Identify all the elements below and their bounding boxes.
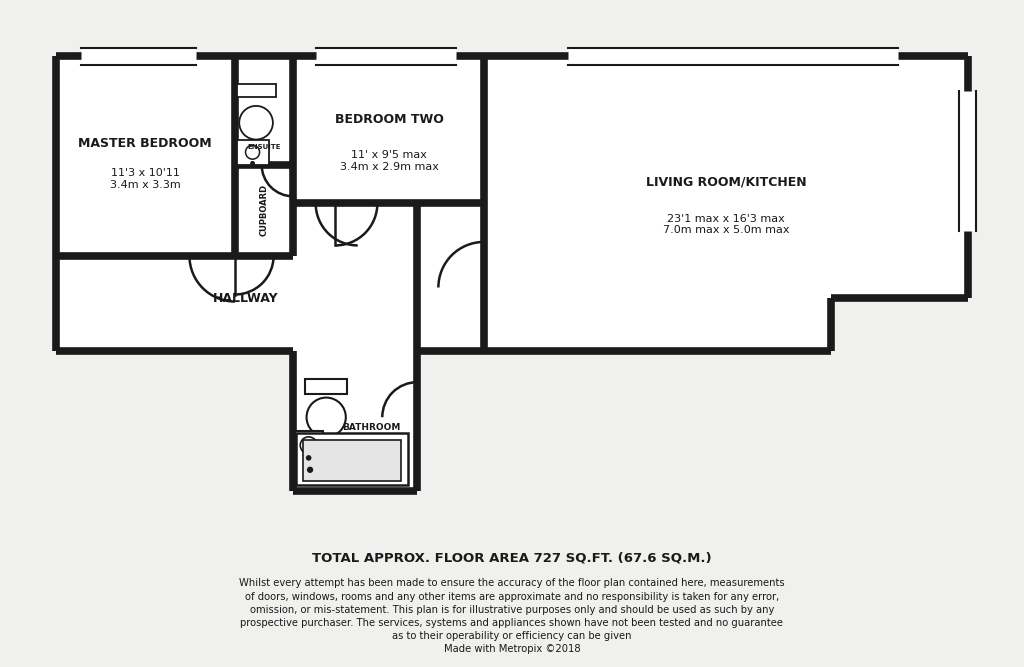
Text: TOTAL APPROX. FLOOR AREA 727 SQ.FT. (67.6 SQ.M.): TOTAL APPROX. FLOOR AREA 727 SQ.FT. (67.… bbox=[312, 551, 712, 564]
Circle shape bbox=[246, 145, 259, 159]
Text: 11' x 9'5 max
3.4m x 2.9m max: 11' x 9'5 max 3.4m x 2.9m max bbox=[340, 151, 438, 172]
Bar bbox=[293, 56, 484, 203]
Text: CUPBOARD: CUPBOARD bbox=[260, 184, 268, 236]
Bar bbox=[293, 351, 418, 491]
Bar bbox=[236, 165, 293, 256]
Bar bbox=[296, 433, 409, 485]
Text: BEDROOM TWO: BEDROOM TWO bbox=[335, 113, 443, 125]
Text: ENSUITE: ENSUITE bbox=[248, 144, 281, 150]
Text: 11'3 x 10'11
3.4m x 3.3m: 11'3 x 10'11 3.4m x 3.3m bbox=[110, 168, 180, 189]
Text: LIVING ROOM/KITCHEN: LIVING ROOM/KITCHEN bbox=[645, 176, 806, 189]
Bar bbox=[56, 56, 236, 256]
Circle shape bbox=[307, 467, 313, 473]
Bar bbox=[305, 379, 347, 394]
Bar bbox=[236, 256, 293, 351]
Circle shape bbox=[306, 455, 311, 461]
Polygon shape bbox=[484, 56, 968, 351]
Text: Whilst every attempt has been made to ensure the accuracy of the floor plan cont: Whilst every attempt has been made to en… bbox=[240, 578, 784, 654]
Text: BATHROOM: BATHROOM bbox=[343, 424, 401, 432]
Circle shape bbox=[250, 161, 255, 166]
Bar bbox=[56, 256, 236, 351]
Bar bbox=[238, 84, 275, 97]
Text: MASTER BEDROOM: MASTER BEDROOM bbox=[79, 137, 212, 150]
Bar bbox=[238, 140, 268, 165]
Bar bbox=[293, 203, 484, 351]
Text: HALLWAY: HALLWAY bbox=[213, 291, 279, 305]
Circle shape bbox=[240, 106, 272, 139]
Circle shape bbox=[306, 398, 346, 437]
Text: 23'1 max x 16'3 max
7.0m max x 5.0m max: 23'1 max x 16'3 max 7.0m max x 5.0m max bbox=[663, 213, 790, 235]
Circle shape bbox=[300, 437, 317, 454]
Bar bbox=[303, 440, 401, 481]
Bar bbox=[236, 56, 293, 165]
Bar bbox=[295, 432, 323, 460]
